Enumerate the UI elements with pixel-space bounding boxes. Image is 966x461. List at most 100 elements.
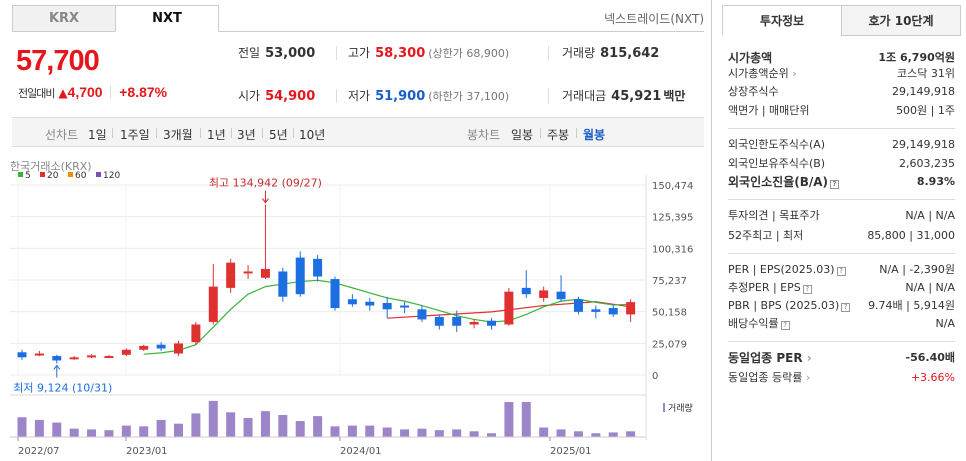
stat-label: 거래량 bbox=[562, 46, 596, 60]
period-10y[interactable]: 10년 bbox=[299, 128, 326, 142]
candle-body bbox=[365, 301, 375, 306]
volume-legend-swatch bbox=[663, 403, 665, 412]
candle-body bbox=[469, 321, 479, 325]
help-icon[interactable]: ? bbox=[830, 180, 840, 189]
candle-body bbox=[260, 268, 270, 278]
info-value: 500원 | 1주 bbox=[896, 104, 955, 117]
volume-bar bbox=[260, 411, 270, 437]
candle-body bbox=[34, 353, 44, 356]
volume-bar bbox=[504, 402, 514, 437]
chart-grid: 150,474 125,395 100,316 75,237 50,158 25,079 0 bbox=[10, 175, 693, 440]
stat-value: 53,000 bbox=[265, 46, 316, 61]
info-key[interactable]: 시가총액순위 › bbox=[728, 67, 797, 80]
divider bbox=[200, 128, 201, 138]
stat-label: 시가 bbox=[238, 89, 261, 103]
tab-invest-info[interactable]: 투자정보 bbox=[722, 5, 842, 36]
help-icon[interactable]: ? bbox=[780, 321, 790, 330]
chevron-right-icon[interactable]: › bbox=[802, 371, 811, 384]
candle-body bbox=[156, 344, 166, 349]
section-divider bbox=[728, 253, 955, 254]
candle-body bbox=[104, 356, 114, 359]
section-divider bbox=[728, 341, 955, 342]
amount-unit: 백만 bbox=[663, 89, 686, 103]
candle-body bbox=[608, 308, 618, 315]
annotations: 최고 134,942 (09/27) 최저 9,124 (10/31) bbox=[13, 177, 322, 395]
info-row: 시가총액순위 › 코스닥 31위 bbox=[728, 66, 955, 82]
period-5y[interactable]: 5년 bbox=[269, 128, 288, 142]
volume-bar bbox=[278, 414, 288, 437]
candle-body bbox=[521, 287, 531, 295]
info-key[interactable]: 동일업종 PER › bbox=[728, 351, 812, 365]
candle-body bbox=[487, 320, 496, 326]
period-1w[interactable]: 1주일 bbox=[120, 128, 150, 142]
info-row: PBR | BPS (2025.03)? 9.74배 | 5,914원 bbox=[728, 298, 955, 314]
candle-monthly[interactable]: 월봉 bbox=[583, 128, 606, 142]
volume-bar bbox=[17, 417, 27, 437]
tab-orderbook[interactable]: 호가 10단계 bbox=[841, 5, 961, 36]
x-tick-label: 2022/07 bbox=[18, 446, 60, 457]
x-tick-label: 2023/01 bbox=[126, 446, 168, 457]
candle-body bbox=[382, 303, 392, 310]
info-key: 시가총액 bbox=[728, 51, 773, 65]
volume-bar bbox=[539, 427, 549, 437]
stock-chart: 한국거래소(KRX) 5 20 60 120 150,474 125,395 100,31… bbox=[10, 160, 693, 457]
info-row: 시가총액 1조 6,790억원 bbox=[728, 50, 955, 66]
divider bbox=[548, 89, 549, 103]
candle-body bbox=[434, 316, 444, 326]
low-label: 최저 9,124 (10/31) bbox=[13, 381, 112, 394]
info-value: N/A bbox=[935, 317, 955, 330]
period-1d[interactable]: 1일 bbox=[88, 128, 107, 142]
candle-body bbox=[417, 309, 427, 320]
y-tick-label: 75,237 bbox=[652, 276, 687, 287]
stat-high: 고가 58,300 (상한가 68,900) bbox=[348, 44, 509, 61]
section-divider bbox=[728, 128, 955, 129]
candle-body bbox=[347, 299, 357, 305]
info-row: 액면가 | 매매단위 500원 | 1주 bbox=[728, 103, 955, 119]
tab-nxt[interactable]: NXT bbox=[115, 5, 219, 32]
info-key: 외국인한도주식수(A) bbox=[728, 138, 826, 151]
period-1y[interactable]: 1년 bbox=[207, 128, 226, 142]
legend-swatch-120 bbox=[96, 172, 101, 177]
candle-body bbox=[191, 324, 201, 343]
help-icon[interactable]: ? bbox=[841, 303, 851, 312]
volume-bar bbox=[121, 425, 131, 437]
info-key[interactable]: 동일업종 등락률 › bbox=[728, 371, 811, 384]
nxt-link[interactable]: 넥스트레이드(NXT) bbox=[604, 12, 704, 26]
period-3y[interactable]: 3년 bbox=[237, 128, 256, 142]
divider bbox=[576, 128, 577, 138]
legend-swatch-20 bbox=[40, 172, 45, 177]
x-tick-label: 2024/01 bbox=[340, 446, 382, 457]
candle-body bbox=[17, 352, 27, 358]
candle-weekly[interactable]: 주봉 bbox=[547, 128, 570, 142]
candle-daily[interactable]: 일봉 bbox=[511, 128, 534, 142]
volume-bar bbox=[608, 432, 618, 437]
divider bbox=[336, 89, 337, 103]
legend-label-120: 120 bbox=[103, 171, 120, 181]
candle-body bbox=[400, 305, 410, 308]
info-key: 투자의견 | 목표주가 bbox=[728, 209, 820, 222]
info-panel: 투자정보 호가 10단계 시가총액 1조 6,790억원 시가총액순위 › 코스닥 3… bbox=[711, 0, 966, 461]
x-axis: 2022/07 2023/01 2024/01 2025/01 bbox=[10, 436, 646, 457]
candles bbox=[17, 204, 636, 364]
volume-bar bbox=[87, 429, 97, 437]
period-3m[interactable]: 3개월 bbox=[163, 128, 193, 142]
line-chart-label: 선차트 bbox=[45, 128, 79, 142]
volume-bar bbox=[104, 430, 114, 437]
help-icon[interactable]: ? bbox=[836, 267, 846, 276]
volume-bar bbox=[226, 412, 236, 437]
info-row: 배당수익률? N/A bbox=[728, 316, 955, 332]
tab-krx[interactable]: KRX bbox=[12, 5, 116, 32]
info-value: 8.93% bbox=[916, 175, 955, 188]
info-value: 2,603,235 bbox=[899, 157, 955, 170]
chevron-right-icon[interactable]: › bbox=[788, 67, 797, 80]
info-row: 외국인보유주식수(B) 2,603,235 bbox=[728, 156, 955, 172]
change-amount: 4,700 bbox=[67, 84, 103, 100]
candle-body bbox=[174, 343, 183, 354]
divider bbox=[548, 46, 549, 60]
volume-bar bbox=[556, 429, 566, 437]
candle-body bbox=[504, 291, 514, 325]
info-value: N/A | N/A bbox=[905, 209, 955, 222]
info-value: 코스닥 31위 bbox=[897, 67, 955, 80]
help-icon[interactable]: ? bbox=[802, 285, 812, 294]
chevron-right-icon[interactable]: › bbox=[802, 351, 812, 365]
